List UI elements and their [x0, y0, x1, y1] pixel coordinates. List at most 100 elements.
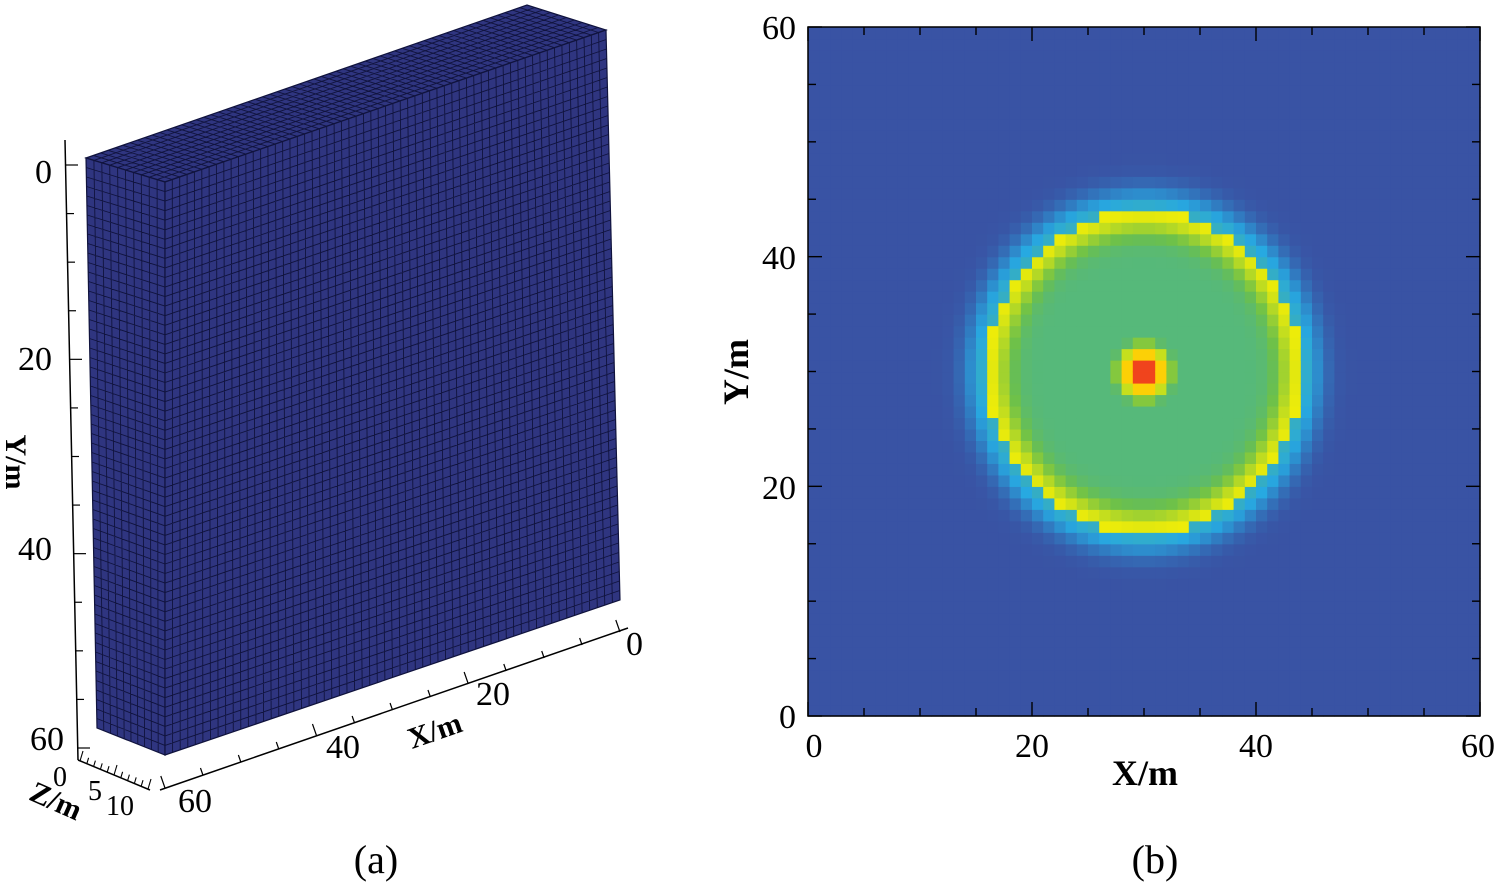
heatmap-cell	[1457, 497, 1470, 510]
heatmap-cell	[830, 647, 843, 660]
heatmap-cell	[976, 153, 988, 166]
heatmap-cell	[886, 164, 899, 177]
heatmap-cell	[976, 520, 988, 533]
heatmap-cell	[1289, 130, 1302, 143]
heatmap-cell	[1368, 95, 1380, 108]
heatmap-cell	[1222, 509, 1235, 522]
heatmap-cell	[1166, 601, 1179, 614]
heatmap-cell	[1457, 164, 1470, 177]
heatmap-cell	[852, 532, 865, 545]
heatmap-cell	[1435, 520, 1447, 533]
heatmap-cell	[1009, 601, 1022, 614]
heatmap-cell	[1222, 612, 1235, 625]
heatmap-cell	[1356, 394, 1369, 407]
heatmap-cell	[1200, 84, 1212, 97]
heatmap-cell	[1256, 543, 1268, 556]
heatmap-cell	[1144, 635, 1156, 648]
heatmap-cell	[1323, 417, 1335, 430]
heatmap-cell	[841, 520, 854, 533]
heatmap-cell	[1177, 302, 1190, 315]
heatmap-cell	[1211, 222, 1223, 235]
heatmap-cell	[886, 302, 899, 315]
heatmap-cell	[1368, 486, 1380, 499]
heatmap-cell	[1390, 337, 1403, 350]
heatmap-cell	[998, 417, 1011, 430]
heatmap-cell	[1457, 440, 1470, 453]
heatmap-cell	[1110, 589, 1123, 602]
heatmap-cell	[1435, 84, 1447, 97]
heatmap-cell	[1088, 612, 1100, 625]
heatmap-cell	[1412, 543, 1425, 556]
heatmap-cell	[1009, 302, 1022, 315]
heatmap-cell	[931, 245, 943, 258]
heatmap-cell	[942, 84, 955, 97]
heatmap-cell	[1121, 555, 1134, 568]
heatmap-cell	[1233, 164, 1246, 177]
heatmap-cell	[864, 624, 876, 637]
heatmap-cell	[1446, 417, 1459, 430]
heatmap-cell	[1300, 130, 1313, 143]
heatmap-cell	[1177, 578, 1190, 591]
heatmap-cell	[1076, 451, 1089, 464]
heatmap-cell	[1267, 624, 1279, 637]
heatmap-cell	[1435, 38, 1447, 51]
heatmap-cell	[1244, 38, 1257, 51]
heatmap-cell	[1244, 27, 1257, 40]
heatmap-cell	[931, 95, 943, 108]
heatmap-cell	[1065, 497, 1078, 510]
x-tick-mark-3d	[579, 637, 583, 646]
heatmap-cell	[942, 451, 955, 464]
heatmap-cell	[1043, 670, 1055, 683]
heatmap-cell	[1121, 566, 1134, 579]
heatmap-cell	[841, 474, 854, 487]
heatmap-cell	[1401, 497, 1414, 510]
heat-y-tick-0: 0	[779, 699, 796, 736]
heatmap-cell	[964, 245, 977, 258]
heatmap-cell	[886, 141, 899, 154]
heatmap-cell	[1020, 176, 1033, 189]
heatmap-cell	[1076, 509, 1089, 522]
heatmap-cell	[1144, 348, 1156, 361]
heatmap-cell	[1345, 222, 1358, 235]
heatmap-cell	[1457, 693, 1470, 706]
heatmap-cell	[1200, 451, 1212, 464]
heatmap-cell	[1144, 291, 1156, 304]
heatmap-cell	[1032, 601, 1044, 614]
heatmap-cell	[1188, 118, 1201, 131]
heatmap-cell	[1401, 348, 1414, 361]
heatmap-cell	[1390, 543, 1403, 556]
heatmap-cell	[1043, 72, 1055, 86]
heatmap-cell	[1267, 532, 1279, 545]
heatmap-cell	[1323, 38, 1335, 51]
heatmap-cell	[1076, 84, 1089, 97]
heatmap-cell	[1076, 394, 1089, 407]
heatmap-cell	[964, 612, 977, 625]
heatmap-cell	[864, 233, 876, 246]
heatmap-cell	[1457, 417, 1470, 430]
heatmap-cell	[1289, 509, 1302, 522]
heatmap-cell	[1110, 509, 1123, 522]
heatmap-cell	[1188, 578, 1201, 591]
heatmap-cell	[1121, 95, 1134, 108]
heatmap-cell	[852, 589, 865, 602]
heatmap-cell	[1334, 61, 1347, 74]
heatmap-cell	[1032, 543, 1044, 556]
heatmap-cell	[1379, 474, 1391, 487]
heatmap-cell	[1088, 520, 1100, 533]
heatmap-cell	[1323, 245, 1335, 258]
heatmap-cell	[1412, 279, 1425, 292]
heatmap-cell	[1424, 268, 1436, 281]
heatmap-cell	[1412, 371, 1425, 384]
heatmap-cell	[1020, 635, 1033, 648]
heatmap-cell	[1412, 509, 1425, 522]
heatmap-cell	[1390, 428, 1403, 441]
heatmap-cell	[864, 371, 876, 384]
heatmap-cell	[1390, 130, 1403, 143]
heatmap-cell	[1222, 233, 1235, 246]
heatmap-cell	[1457, 314, 1470, 327]
mesh-side-face	[85, 157, 166, 756]
heatmap-cell	[1424, 302, 1436, 315]
heatmap-cell	[1121, 176, 1134, 189]
heatmap-cell	[1256, 589, 1268, 602]
heatmap-cell	[1020, 222, 1033, 235]
